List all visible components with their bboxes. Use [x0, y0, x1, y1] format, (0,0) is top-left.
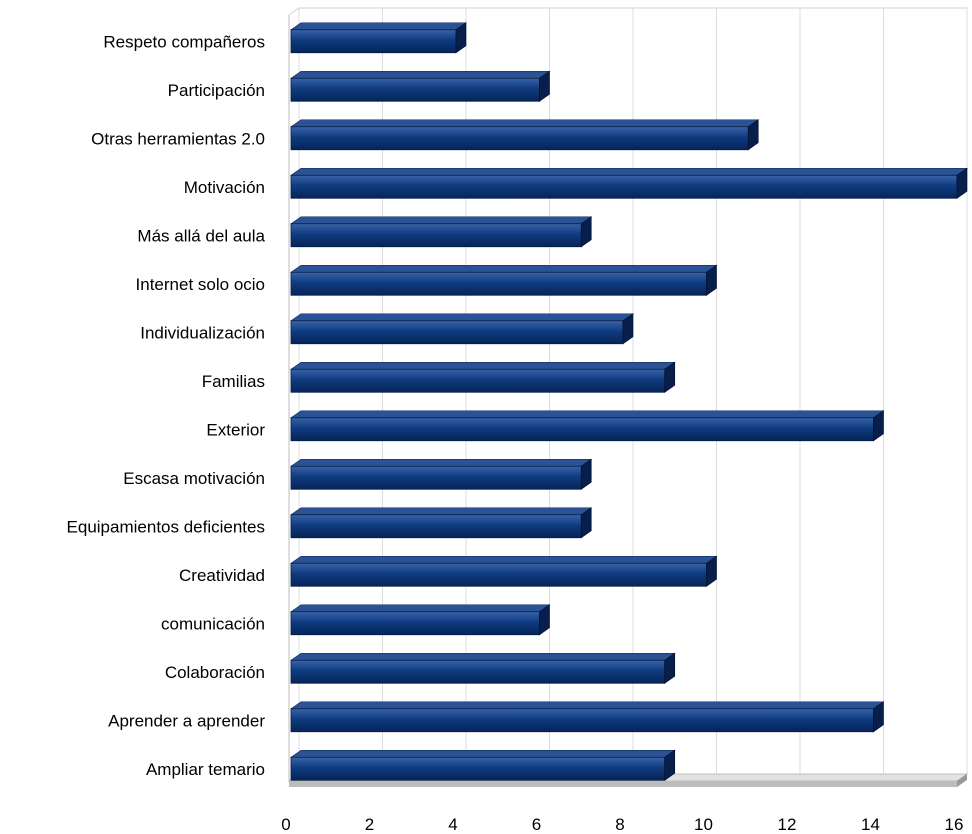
bar-5	[290, 264, 718, 296]
bar-11	[290, 555, 718, 587]
category-labels: Respeto compañeros Participación Otras her…	[67, 32, 266, 779]
x-tick-label-4: 8	[615, 815, 624, 834]
bar-end-8	[873, 410, 884, 442]
category-label-2: Otras herramientas 2.0	[91, 129, 265, 148]
bar-end-1	[539, 70, 550, 102]
bar-top-3	[290, 167, 968, 176]
bar-front-5	[290, 271, 707, 296]
x-tick-label-7: 14	[861, 815, 880, 834]
x-tick-label-3: 6	[532, 815, 541, 834]
bar-9	[290, 458, 593, 490]
bar-end-15	[664, 749, 676, 781]
bar-front-1	[290, 77, 540, 102]
bar-top-4	[290, 216, 593, 225]
category-label-7: Familias	[202, 372, 265, 391]
bar-front-11	[290, 562, 707, 587]
category-label-15: Ampliar temario	[146, 760, 265, 779]
bar-end-10	[580, 507, 592, 539]
bar-top-1	[290, 70, 551, 79]
category-label-5: Internet solo ocio	[136, 275, 265, 294]
bar-top-11	[290, 555, 718, 564]
category-label-0: Respeto compañeros	[103, 32, 265, 51]
bar-front-0	[290, 29, 457, 54]
category-label-9: Escasa motivación	[123, 469, 265, 488]
bar-front-13	[290, 659, 666, 684]
bar-top-13	[290, 652, 676, 661]
floor-corner	[957, 774, 967, 787]
x-tick-label-6: 12	[778, 815, 797, 834]
x-tick-label-5: 10	[694, 815, 713, 834]
bar-top-5	[290, 264, 718, 273]
category-label-4: Más allá del aula	[137, 226, 265, 245]
bar-top-15	[290, 749, 676, 758]
bar-top-0	[290, 22, 467, 31]
bar-end-11	[706, 555, 717, 587]
bar-end-14	[873, 701, 884, 733]
bar-0	[290, 22, 467, 54]
bar-front-15	[290, 756, 666, 781]
category-label-14: Aprender a aprender	[108, 711, 265, 730]
category-label-11: Creatividad	[179, 566, 265, 585]
bar-end-13	[664, 652, 676, 684]
bar-front-7	[290, 368, 666, 393]
x-tick-label-1: 2	[365, 815, 374, 834]
category-label-1: Participación	[168, 81, 265, 100]
bar-end-5	[706, 264, 717, 296]
bar-front-12	[290, 611, 540, 636]
bar-end-3	[956, 167, 968, 199]
bar-1	[290, 70, 551, 102]
floor-edge	[289, 781, 957, 787]
bar-end-0	[455, 22, 467, 54]
bar-end-12	[539, 604, 550, 636]
bar-2	[290, 119, 760, 151]
bar-top-14	[290, 701, 885, 710]
category-label-12: comunicación	[161, 614, 265, 633]
bar-front-6	[290, 320, 624, 345]
bars	[290, 22, 968, 781]
bar-end-9	[580, 458, 592, 490]
bar-top-7	[290, 361, 676, 370]
bar-front-2	[290, 126, 749, 151]
bar-top-10	[290, 507, 593, 516]
category-label-8: Exterior	[206, 420, 265, 439]
bar-top-8	[290, 410, 885, 419]
bar-front-4	[290, 223, 582, 248]
bar-10	[290, 507, 593, 539]
bar-3	[290, 167, 968, 199]
bar-end-6	[622, 313, 634, 345]
bar-top-9	[290, 458, 593, 467]
x-tick-label-2: 4	[448, 815, 457, 834]
x-axis-tick-labels: 0 2 4 6 8 10 12 14 16	[281, 815, 963, 834]
bar-top-12	[290, 604, 551, 613]
bar-7	[290, 361, 676, 393]
category-label-3: Motivación	[184, 178, 265, 197]
bar-15	[290, 749, 676, 781]
bar-end-4	[580, 216, 592, 248]
bar-top-6	[290, 313, 634, 322]
bar-front-9	[290, 465, 582, 490]
bar-end-2	[747, 119, 759, 151]
bar-8	[290, 410, 885, 442]
bar-end-7	[664, 361, 676, 393]
bar-14	[290, 701, 885, 733]
bar-front-14	[290, 708, 874, 733]
bar-front-10	[290, 514, 582, 539]
bar-top-2	[290, 119, 760, 128]
category-label-10: Equipamientos deficientes	[67, 517, 265, 536]
x-tick-label-8: 16	[945, 815, 964, 834]
bar-6	[290, 313, 634, 345]
category-label-13: Colaboración	[165, 663, 265, 682]
bar-4	[290, 216, 593, 248]
bar-front-3	[290, 174, 958, 199]
category-label-6: Individualización	[140, 323, 265, 342]
bar-front-8	[290, 417, 874, 442]
bar-13	[290, 652, 676, 684]
x-tick-label-0: 0	[281, 815, 290, 834]
bar-12	[290, 604, 551, 636]
